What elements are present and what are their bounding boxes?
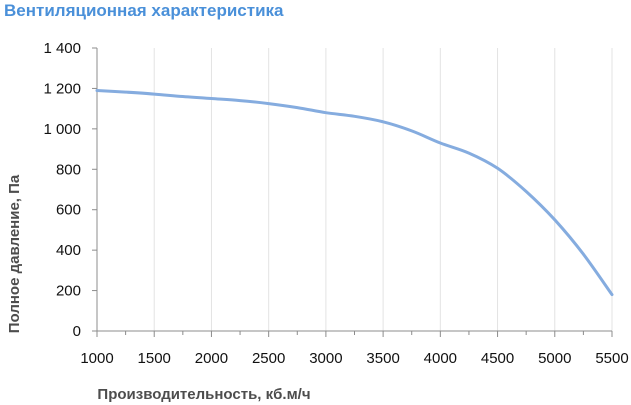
y-tick-label: 200 <box>56 283 81 300</box>
x-tick-label: 1500 <box>138 350 171 367</box>
chart-title: Вентиляционная характеристика <box>4 1 284 20</box>
x-tick-label: 4000 <box>424 350 457 367</box>
y-tick-label: 800 <box>56 161 81 178</box>
y-tick-label: 1 400 <box>43 40 81 57</box>
series-line <box>95 89 614 297</box>
x-tick-label: 5500 <box>595 350 628 367</box>
y-tick-label: 600 <box>56 202 81 219</box>
y-axis-title: Полное давление, Па <box>6 174 23 333</box>
y-tick-label: 1 000 <box>43 121 81 138</box>
x-tick-label: 5000 <box>538 350 571 367</box>
x-tick-label: 2000 <box>195 350 228 367</box>
x-axis-title: Производительность, кб.м/ч <box>97 386 310 403</box>
x-tick-label: 4500 <box>481 350 514 367</box>
series-layer <box>95 89 614 297</box>
y-tick-label: 0 <box>73 323 81 340</box>
x-tick-label: 1000 <box>80 350 113 367</box>
x-tick-label: 2500 <box>252 350 285 367</box>
axes <box>92 47 613 337</box>
x-tick-label: 3000 <box>309 350 342 367</box>
y-tick-label: 1 200 <box>43 80 81 97</box>
grid-lines <box>153 48 613 331</box>
y-tick-label: 400 <box>56 242 81 259</box>
x-tick-label: 3500 <box>366 350 399 367</box>
